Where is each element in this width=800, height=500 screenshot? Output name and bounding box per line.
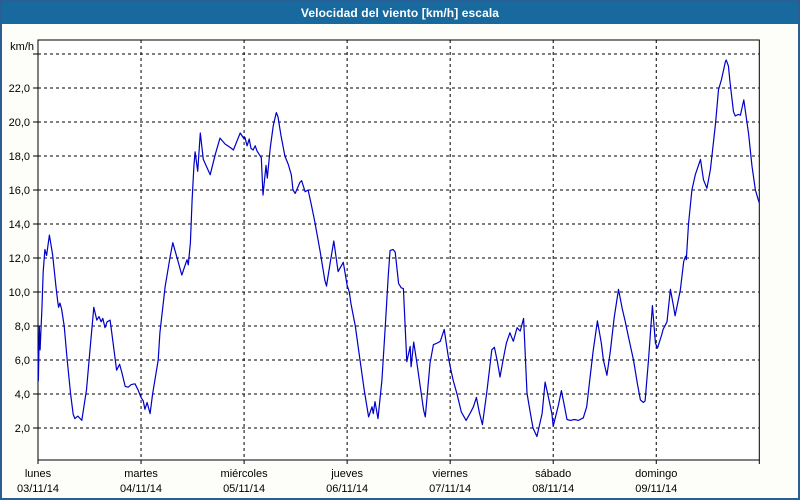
y-tick-label: 2,0	[15, 423, 30, 435]
y-tick-label: 6,0	[15, 355, 30, 367]
y-tick-label: 4,0	[15, 389, 30, 401]
y-tick-label: 12,0	[9, 253, 30, 265]
x-day-name-label: sábado	[535, 468, 571, 480]
x-day-name-label: martes	[124, 468, 158, 480]
x-day-date-label: 07/11/14	[429, 483, 471, 495]
x-day-name-label: miércoles	[221, 468, 269, 480]
wind-speed-series-line	[37, 59, 760, 438]
y-tick-label: 18,0	[9, 151, 30, 163]
x-day-name-label: domingo	[635, 468, 677, 480]
y-tick-label: 14,0	[9, 219, 30, 231]
x-day-date-label: 03/11/14	[17, 483, 59, 495]
x-day-date-label: 04/11/14	[120, 483, 162, 495]
title-bar: Velocidad del viento [km/h] escala	[2, 2, 798, 24]
y-axis-unit-label: km/h	[10, 41, 34, 53]
x-day-date-label: 08/11/14	[532, 483, 574, 495]
x-day-date-label: 09/11/14	[635, 483, 677, 495]
y-tick-label: 16,0	[9, 185, 30, 197]
x-day-name-label: lunes	[25, 468, 52, 480]
x-day-date-label: 05/11/14	[223, 483, 265, 495]
window-title: Velocidad del viento [km/h] escala	[300, 6, 500, 20]
y-tick-label: 22,0	[9, 83, 30, 95]
x-day-name-label: viernes	[432, 468, 468, 480]
y-tick-label: 8,0	[15, 321, 30, 333]
x-day-date-label: 06/11/14	[326, 483, 368, 495]
chart-area: 22,0 20,0 18,0 16,0 14,0 12,0 10,0 8,0 6,0 4,0 2,0…	[2, 24, 798, 498]
x-day-name-label: jueves	[330, 468, 363, 480]
y-tick-label: 20,0	[9, 117, 30, 129]
plot-frame	[37, 39, 760, 461]
wind-speed-line-chart: 22,0 20,0 18,0 16,0 14,0 12,0 10,0 8,0 6,0 4,0 2,0…	[9, 39, 760, 495]
y-tick-label: 10,0	[9, 287, 30, 299]
